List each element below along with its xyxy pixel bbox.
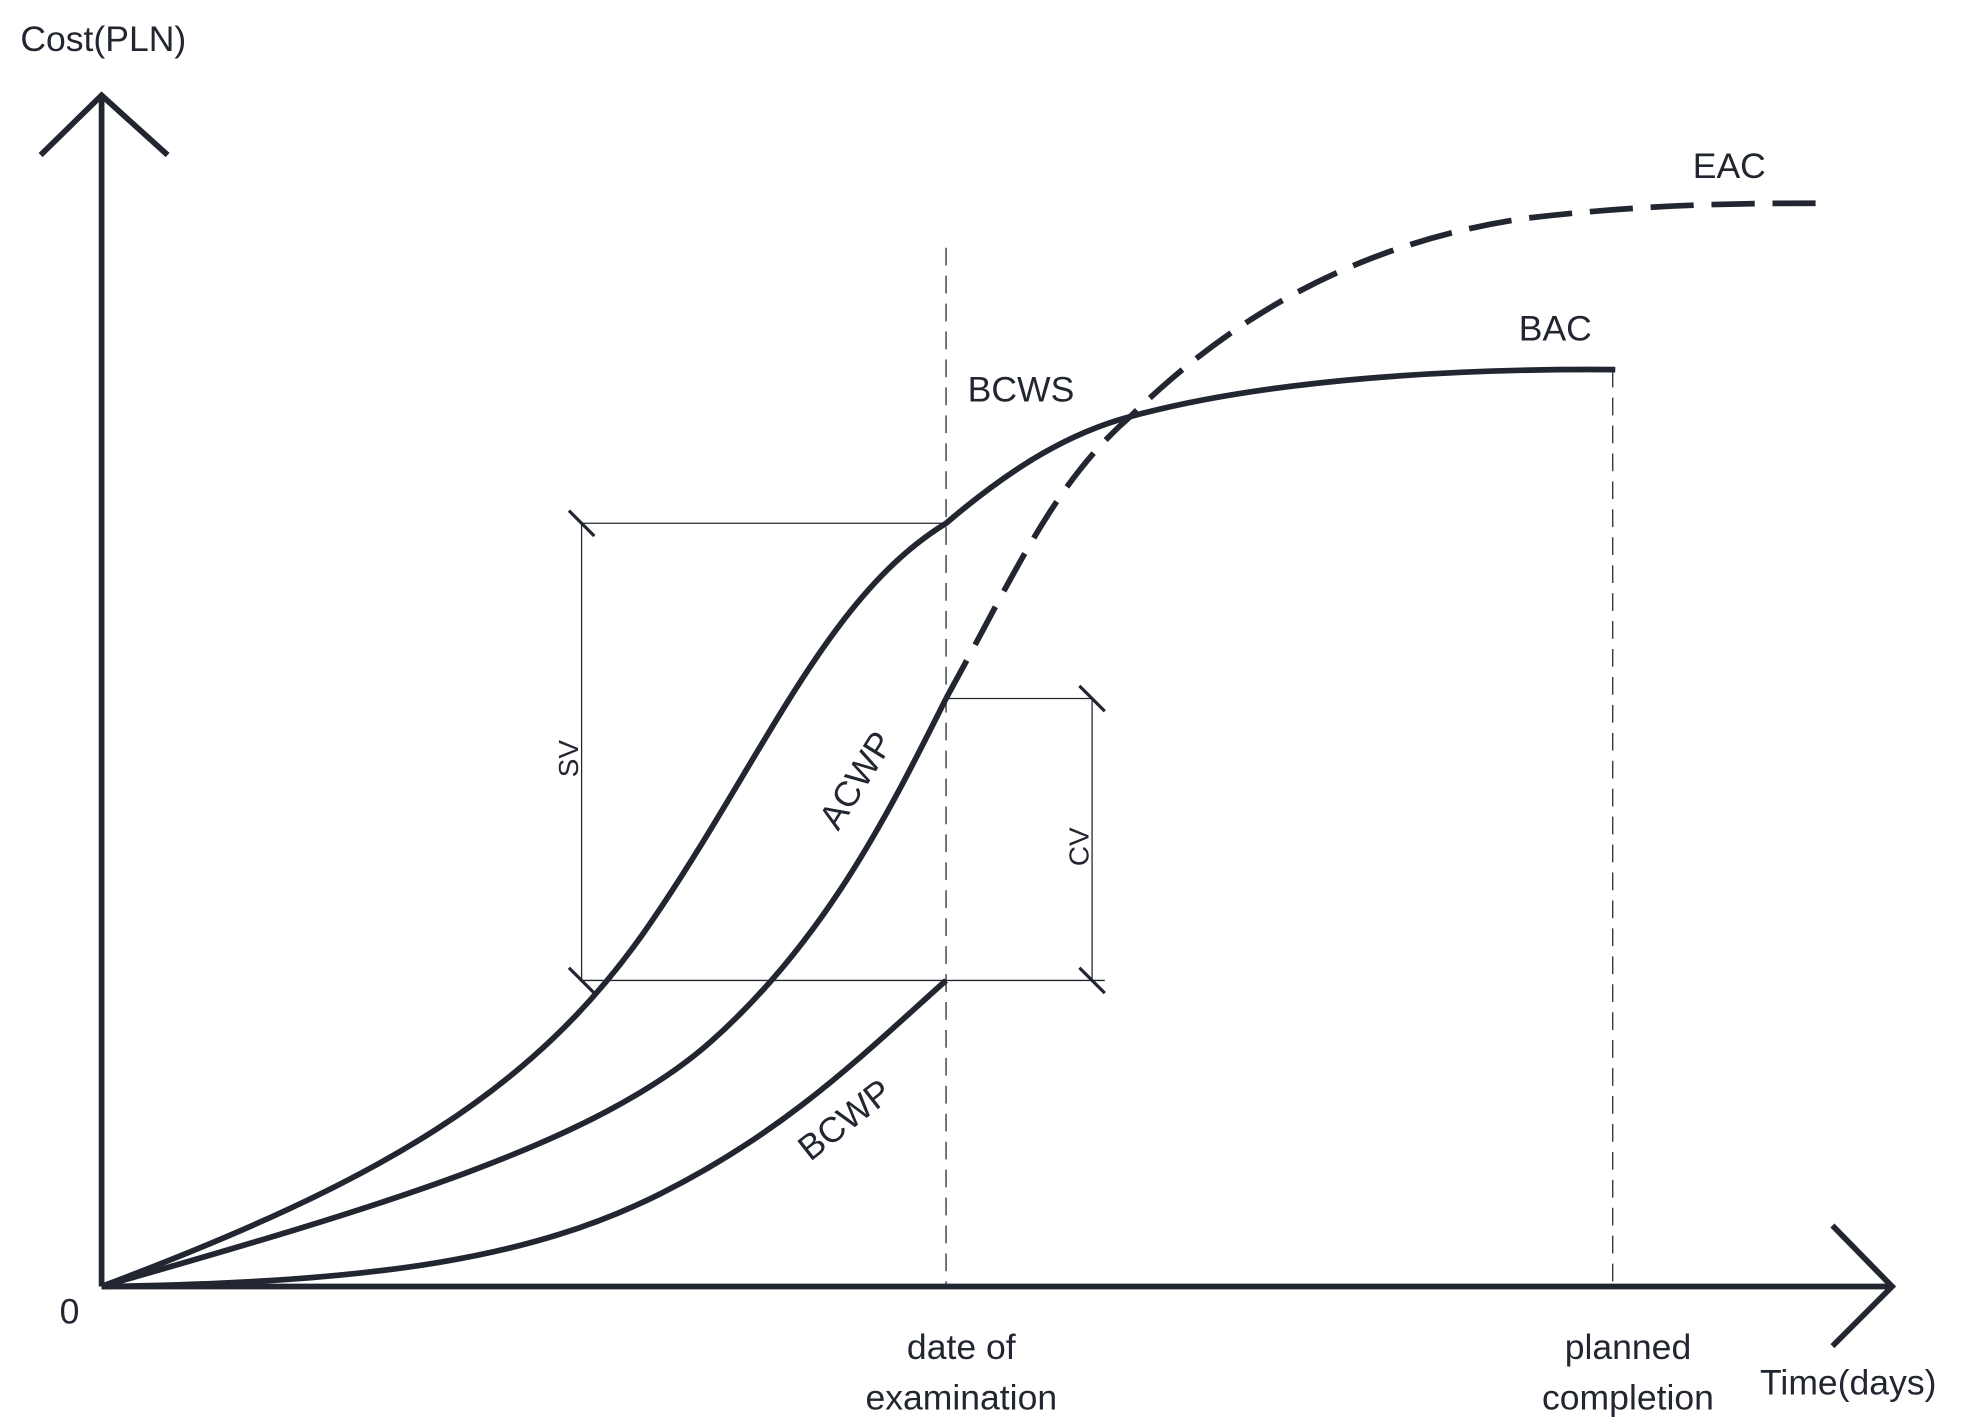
acwp-curve bbox=[100, 697, 949, 1290]
x-axis-label: Time(days) bbox=[1760, 1362, 1936, 1402]
marker-label: completion bbox=[1542, 1378, 1714, 1418]
bcwp-curve bbox=[101, 978, 948, 1290]
x-arrow bbox=[1830, 1223, 1897, 1349]
y-arrow bbox=[38, 91, 170, 158]
y-axis-label: Cost(PLN) bbox=[20, 19, 186, 59]
curve-label: EAC bbox=[1693, 146, 1766, 186]
bcws-curve bbox=[100, 366, 1616, 1290]
curve-label: BAC bbox=[1519, 308, 1592, 348]
eac-curve bbox=[943, 200, 1816, 700]
dim-ticks bbox=[567, 509, 1106, 995]
variance-label: SV bbox=[553, 740, 584, 778]
variance-label: CV bbox=[1063, 827, 1094, 866]
origin-label: 0 bbox=[60, 1291, 80, 1331]
marker-label: examination bbox=[865, 1378, 1057, 1418]
curve-label: BCWP bbox=[790, 1071, 899, 1168]
marker-label: date of bbox=[907, 1327, 1016, 1367]
marker-label: planned bbox=[1565, 1327, 1692, 1367]
curve-label: BCWS bbox=[968, 369, 1075, 409]
curve-label: ACWP bbox=[811, 724, 901, 836]
